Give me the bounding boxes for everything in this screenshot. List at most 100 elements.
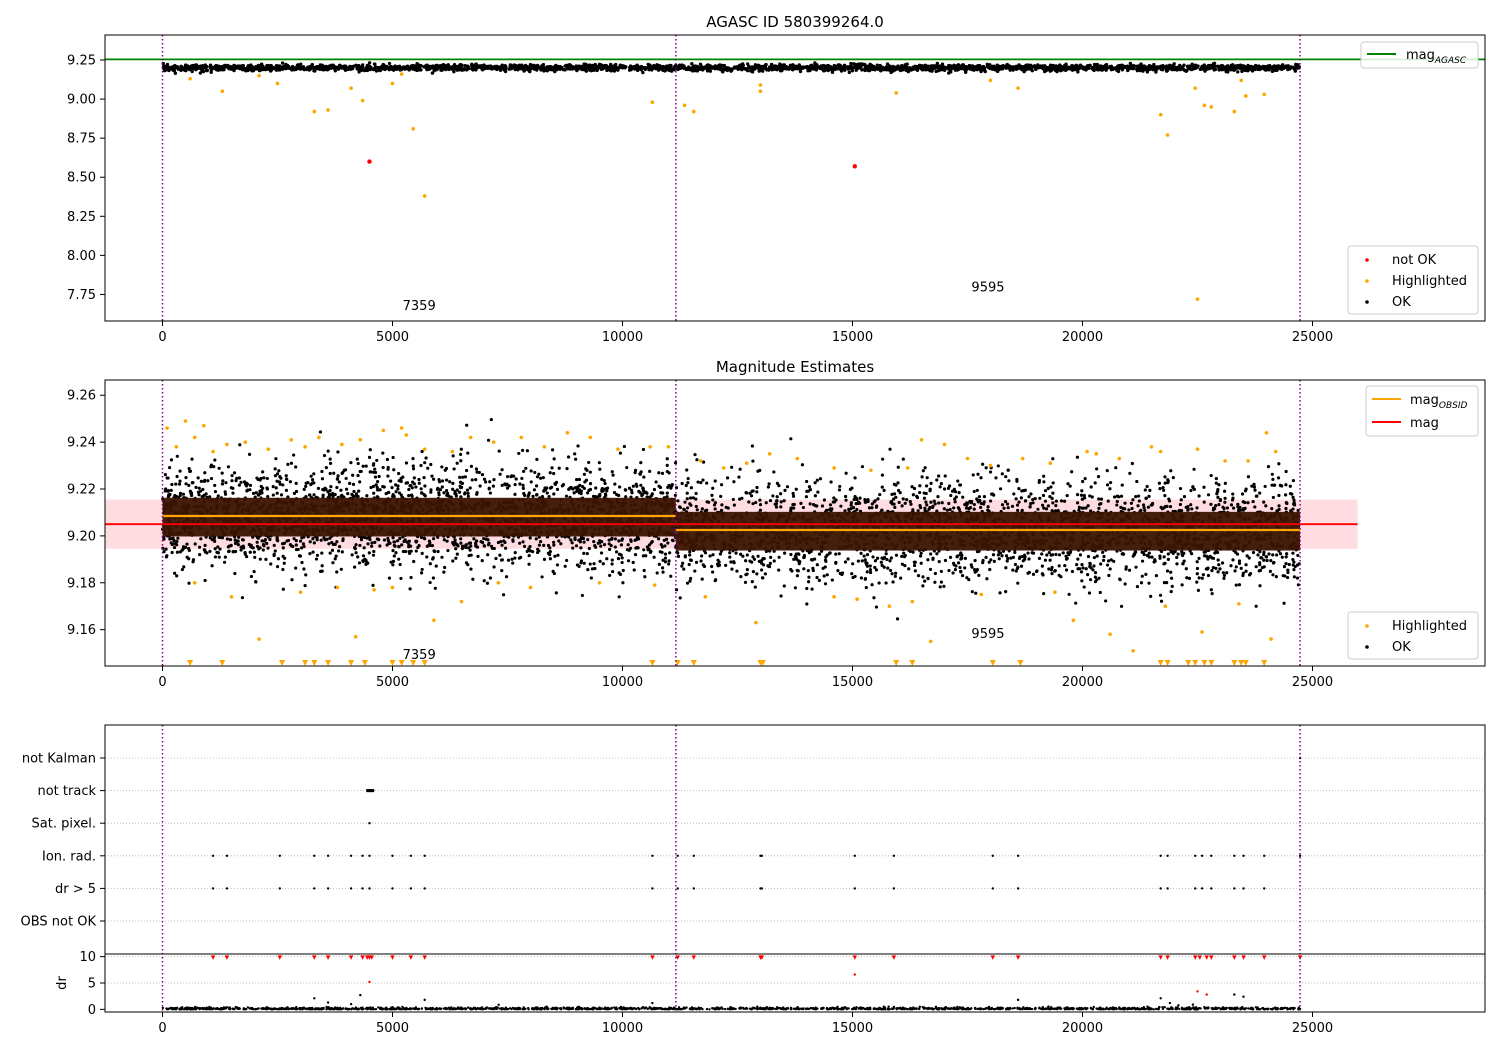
ok-point (1202, 63, 1206, 67)
not-ok-point (852, 164, 857, 169)
ok-point (304, 573, 308, 577)
ok-point (747, 65, 751, 70)
ok-point (610, 65, 615, 69)
ok-point (290, 578, 294, 582)
ok-point (1190, 62, 1194, 66)
ok-point (407, 493, 411, 498)
ok-point (199, 537, 203, 541)
ok-point (338, 65, 343, 69)
ok-point (582, 540, 586, 544)
ok-point (1036, 65, 1040, 69)
ok-point (1005, 65, 1009, 69)
ok-point (298, 539, 303, 543)
ok-point (256, 493, 261, 497)
ok-point (652, 555, 656, 559)
ok-point (268, 537, 272, 542)
ok-point (169, 541, 173, 545)
ok-point (431, 477, 436, 481)
ok-point (657, 484, 661, 488)
ok-point (229, 67, 233, 71)
ok-point (568, 65, 572, 70)
ok-point (682, 66, 687, 70)
ok-point (466, 451, 470, 455)
ok-point (808, 64, 812, 69)
ok-point (1002, 65, 1006, 69)
ok-point (762, 66, 766, 71)
ok-point (871, 67, 875, 71)
ok-point (273, 549, 277, 553)
ok-point (1212, 68, 1216, 72)
ok-point (557, 466, 561, 470)
ok-point (243, 482, 248, 486)
ok-point (548, 557, 552, 561)
ok-point (821, 63, 826, 68)
ok-point (656, 537, 661, 541)
ok-point (280, 542, 285, 546)
ok-point (482, 536, 486, 541)
ok-point (678, 66, 683, 71)
ok-point (217, 555, 221, 559)
ok-point (1288, 67, 1292, 71)
ok-point (366, 542, 370, 546)
ok-point (284, 488, 289, 492)
ok-point (258, 546, 262, 550)
agasc-observation-label: 9595 (971, 280, 1004, 295)
ok-point (645, 495, 649, 499)
ok-point (1228, 68, 1233, 72)
ok-point (826, 66, 830, 70)
ok-point (1122, 65, 1127, 70)
ok-point (407, 545, 411, 549)
ok-point (642, 548, 646, 552)
ok-point (564, 64, 568, 68)
ok-point (233, 549, 238, 554)
ok-point (337, 480, 341, 484)
ok-point (780, 63, 784, 67)
ok-point (848, 64, 853, 69)
ok-point (542, 543, 546, 547)
ok-point (423, 484, 427, 488)
ok-point (629, 538, 633, 542)
ok-point (431, 556, 435, 560)
ok-point (552, 457, 556, 461)
ok-point (459, 459, 463, 463)
ok-point (394, 490, 398, 494)
ok-point (382, 485, 386, 489)
ok-point (286, 462, 290, 466)
agasc-ytick-label: 8.75 (67, 132, 96, 147)
ok-point (407, 487, 411, 492)
ok-point (477, 470, 481, 475)
ok-point (633, 471, 637, 475)
ok-point (455, 488, 459, 492)
ok-point (175, 454, 179, 458)
ok-point (1267, 63, 1272, 68)
ok-point (843, 66, 847, 70)
ok-point (280, 61, 285, 65)
ok-point (522, 544, 527, 548)
ok-point (836, 66, 841, 70)
ok-point (823, 66, 827, 70)
ok-point (585, 66, 589, 70)
ok-point (414, 549, 418, 553)
highlighted-point (188, 76, 192, 81)
ok-point (351, 482, 356, 486)
ok-point (381, 451, 385, 455)
ok-point (488, 480, 492, 484)
legend-not-ok-label: not OK (1392, 253, 1437, 268)
ok-point (486, 553, 490, 557)
ok-point (497, 449, 501, 453)
ok-point (329, 63, 333, 68)
ok-point (554, 67, 558, 71)
ok-point (960, 63, 965, 67)
ok-point (522, 68, 526, 73)
ok-point (610, 558, 614, 562)
ok-point (513, 551, 517, 555)
ok-point (194, 63, 199, 67)
ok-point (641, 447, 646, 452)
ok-point (394, 551, 398, 555)
highlighted-point (650, 100, 655, 105)
ok-point (661, 570, 665, 574)
ok-point (631, 484, 635, 488)
ok-point (308, 540, 312, 544)
ok-point (1137, 64, 1142, 68)
ok-point (1281, 66, 1286, 71)
